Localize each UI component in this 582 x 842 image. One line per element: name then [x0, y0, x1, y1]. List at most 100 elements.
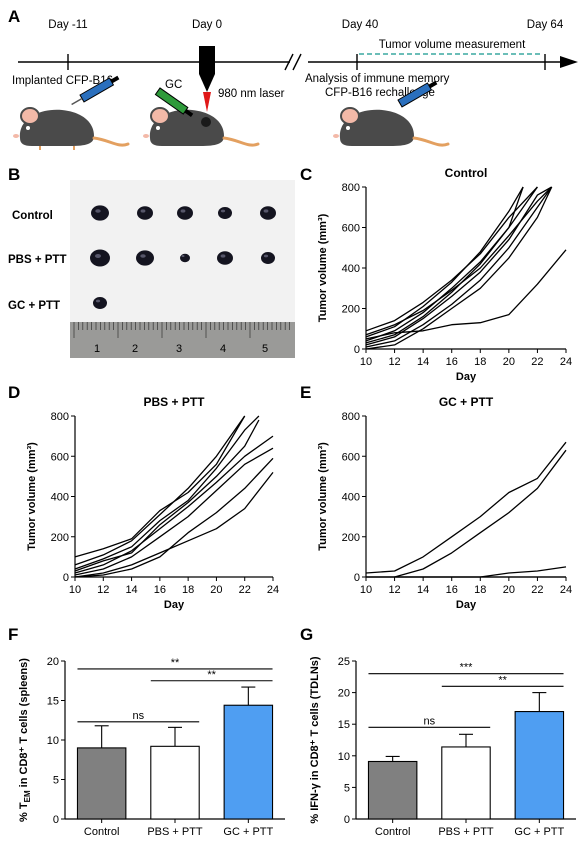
laser-beam — [203, 92, 211, 112]
label-day-64: Day 64 — [527, 19, 564, 31]
series-line — [365, 186, 553, 336]
timeline-arrowhead — [560, 56, 578, 68]
x-tick-label: 12 — [97, 584, 109, 596]
measurement-label: Tumor volume measurement — [379, 39, 526, 51]
axis-break-mark-1 — [284, 53, 294, 71]
chart-d-pbs-ptt: 0 200 400 600 800 10 12 14 16 18 20 22 24 PBS + PTT Da… — [26, 395, 279, 611]
panel-letter-d: D — [8, 383, 20, 402]
syringe-gc-icon — [154, 87, 194, 118]
tumor-highlight — [180, 209, 186, 213]
tumor-highlight — [220, 209, 226, 213]
y-axis-label: % IFN-γ in CD8⁺ T cells (TDLNs) — [309, 656, 321, 823]
axis-break-mark-2 — [292, 53, 302, 71]
row-label-control: Control — [12, 210, 53, 222]
y-tick-label: 0 — [344, 814, 350, 826]
bar-2 — [150, 745, 200, 820]
panel-letter-c: C — [300, 165, 312, 184]
series-line — [365, 186, 524, 344]
series-line — [74, 415, 246, 566]
x-tick-label: 20 — [503, 356, 515, 368]
y-tick-label: 400 — [342, 492, 360, 504]
category-label: PBS + PTT — [438, 826, 494, 838]
ruler-number-4: 4 — [220, 343, 226, 355]
y-tick-label: 0 — [53, 814, 59, 826]
category-label: PBS + PTT — [147, 826, 203, 838]
x-tick-label: 20 — [210, 584, 222, 596]
y-tick-label: 400 — [342, 263, 360, 275]
series-line — [365, 186, 538, 332]
series-line — [74, 457, 274, 578]
panel-letter-e: E — [300, 383, 311, 402]
y-axis-label: Tumor volume (mm³) — [317, 213, 329, 322]
panel-letter-f: F — [8, 625, 18, 644]
laser-head — [199, 46, 215, 74]
tumor-highlight — [140, 254, 146, 258]
ruler-number-5: 5 — [262, 343, 268, 355]
panel-b: B Control PBS + PTT GC + PTT 1 2 3 4 5 — [8, 165, 295, 358]
memory-label-line1: Analysis of immune memory — [305, 73, 450, 85]
x-axis-label: Day — [164, 599, 185, 611]
panel-letter-b: B — [8, 165, 20, 184]
bar-2 — [441, 746, 491, 820]
y-tick-label: 5 — [344, 782, 350, 794]
tumor-highlight — [263, 209, 269, 213]
x-tick-label: 16 — [446, 584, 458, 596]
syringe-2-icon — [397, 80, 438, 108]
x-axis-label: Day — [456, 599, 477, 611]
panel-letter-g: G — [300, 625, 313, 644]
y-tick-label: 600 — [342, 451, 360, 463]
ruler-number-3: 3 — [176, 343, 182, 355]
y-axis-label: Tumor volume (mm³) — [26, 442, 38, 551]
row-label-gc-ptt: GC + PTT — [8, 300, 60, 312]
series-line — [365, 249, 567, 340]
tumor-specimen — [218, 207, 232, 219]
x-tick-label: 16 — [446, 356, 458, 368]
x-tick-label: 22 — [239, 584, 251, 596]
tumor-specimen — [91, 205, 109, 221]
series-line — [74, 471, 274, 578]
tumor-specimen — [261, 252, 275, 264]
y-axis-label: Tumor volume (mm³) — [317, 442, 329, 551]
y-tick-label: 0 — [354, 344, 360, 356]
series-line — [365, 186, 553, 350]
bar-1 — [367, 760, 418, 820]
tumor-highlight — [95, 254, 101, 258]
tumor-highlight — [140, 209, 146, 213]
significance-label: ns — [133, 710, 145, 722]
bar-1 — [76, 747, 127, 820]
tumor-specimen — [180, 253, 190, 263]
bar-3 — [223, 704, 274, 820]
y-tick-label: 200 — [342, 304, 360, 316]
significance-label: ** — [171, 657, 180, 669]
tumor-photo-group — [90, 205, 276, 309]
y-tick-label: 600 — [51, 451, 69, 463]
implant-label: Implanted CFP-B16 — [12, 75, 113, 87]
bar-3 — [514, 711, 565, 820]
x-tick-label: 10 — [360, 356, 372, 368]
y-tick-label: 15 — [338, 719, 350, 731]
ruler-number-2: 2 — [132, 343, 138, 355]
y-axis-label: % TEM in CD8⁺ T cells (spleens) — [18, 658, 32, 822]
series-line — [365, 441, 567, 574]
x-tick-label: 14 — [125, 584, 137, 596]
tumor-highlight — [263, 254, 269, 258]
y-tick-label: 200 — [51, 532, 69, 544]
tumor-specimen — [90, 249, 110, 267]
series-line — [366, 566, 567, 578]
x-tick-label: 10 — [69, 584, 81, 596]
x-tick-label: 18 — [474, 584, 486, 596]
chart-title: GC + PTT — [439, 395, 494, 409]
x-tick-label: 22 — [531, 356, 543, 368]
label-day-minus11: Day -11 — [48, 19, 87, 31]
label-day-0: Day 0 — [192, 19, 222, 31]
laser-nozzle — [199, 74, 215, 92]
chart-title: Control — [445, 166, 488, 180]
x-tick-label: 22 — [531, 584, 543, 596]
y-tick-label: 20 — [338, 688, 350, 700]
x-tick-label: 24 — [560, 584, 572, 596]
chart-f-tem-spleens: 0 5 10 15 20 Control PBS + PTT GC + PTT ** ** ns % … — [18, 656, 285, 838]
series-line — [365, 186, 553, 346]
tumor-highlight — [95, 299, 101, 303]
x-tick-label: 18 — [474, 356, 486, 368]
